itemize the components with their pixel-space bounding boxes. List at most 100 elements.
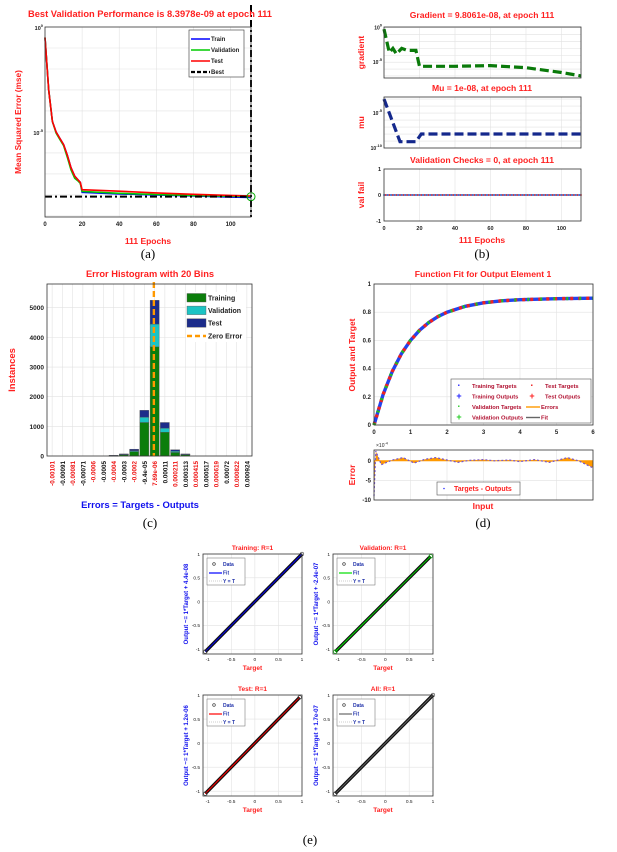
tick-label: 100: [374, 23, 383, 32]
val-fail-marker: [478, 194, 481, 196]
val-fail-marker: [549, 194, 552, 196]
error-area: [374, 451, 593, 497]
x-tick-label: 5: [555, 430, 559, 436]
val-fail-marker: [443, 194, 446, 196]
val-fail-marker: [509, 194, 511, 196]
val-fail-marker: [505, 194, 508, 196]
x-tick-label: -1: [206, 657, 211, 663]
bar-validation: [139, 416, 150, 423]
x-axis-label: Input: [473, 501, 494, 511]
legend-marker: [212, 703, 216, 707]
val-fail-marker: [441, 194, 444, 196]
val-fail-marker: [571, 194, 574, 196]
x-tick-label: 0.000822: [234, 461, 241, 488]
y-tick-label: -1: [376, 219, 381, 225]
data-point: [333, 791, 338, 796]
legend-entry: Test: [208, 321, 223, 328]
tick-base: 10: [33, 131, 39, 137]
val-fail-marker: [565, 194, 568, 196]
bar-test: [119, 453, 129, 455]
x-tick-label: -0.00091: [60, 461, 67, 486]
val-fail-marker: [413, 194, 416, 196]
regression-legend: [336, 698, 376, 727]
y-tick-label: 5000: [30, 305, 45, 312]
val-fail-marker: [393, 194, 396, 196]
val-fail-marker: [473, 194, 476, 196]
y-tick-label: 0: [197, 599, 200, 605]
y-tick-label: 0: [378, 193, 381, 199]
x-tick-label: 0: [43, 222, 47, 228]
chart-title: Function Fit for Output Element 1: [415, 269, 552, 279]
legend-swatch: [186, 305, 207, 315]
fit-line: [335, 694, 434, 794]
val-fail-marker: [551, 194, 554, 196]
y-tick-label: 0: [368, 459, 372, 465]
fit-line: [205, 757, 242, 794]
val-fail-marker: [445, 194, 448, 196]
panel-title: Mu = 1e-08, at epoch 111: [432, 83, 532, 93]
val-fail-marker: [480, 194, 483, 196]
val-fail-marker: [452, 194, 455, 196]
legend-marker: [443, 487, 445, 490]
x-tick-label: 40: [452, 226, 458, 232]
val-fail-marker: [539, 194, 542, 196]
val-fail-marker: [530, 194, 533, 196]
val-fail-marker: [388, 194, 391, 196]
bar-training: [139, 422, 150, 457]
legend-entry: Test: [211, 59, 223, 65]
val-fail-marker: [384, 194, 387, 196]
performance-legend: [188, 29, 245, 78]
val-fail-marker: [487, 194, 490, 196]
x-tick-label: 0.00011: [162, 461, 169, 484]
x-tick-label: 40: [116, 222, 123, 228]
legend-entry: Test Outputs: [545, 395, 580, 401]
tick-base: 10: [373, 60, 379, 66]
tick-base: 10: [374, 26, 380, 32]
val-fail-marker: [418, 194, 421, 196]
panel-title: Gradient = 9.8061e-08, at epoch 111: [410, 10, 555, 20]
legend-entry: Data: [223, 703, 234, 709]
legend-entry: Y = T: [353, 579, 365, 585]
legend-marker: +: [529, 391, 534, 401]
x-tick-label: 1: [301, 657, 304, 663]
x-tick-label: 0.5: [406, 799, 413, 805]
caption-c: (c): [143, 515, 157, 530]
performance-axes-frame: [44, 26, 252, 218]
chart-title: Error Histogram with 20 Bins: [86, 269, 214, 279]
legend-entry: Fit: [353, 712, 359, 718]
targets-minus-outputs-line: [373, 450, 594, 497]
x-tick-label: -0.0003: [121, 461, 128, 483]
x-axis-label: Target: [243, 807, 263, 814]
val-fail-marker: [537, 194, 540, 196]
legend-marker: +: [456, 391, 461, 401]
val-fail-marker: [429, 194, 432, 196]
tick-label: 10-5: [373, 108, 383, 117]
mu-line: [382, 98, 581, 144]
bar-test: [180, 453, 191, 455]
val-fail-marker: [493, 194, 495, 196]
val-fail-marker: [574, 194, 577, 196]
scale-base: ×10: [376, 443, 385, 449]
val-fail-marker: [484, 194, 487, 196]
val-fail-marker: [416, 194, 419, 196]
val-fail-marker: [395, 194, 398, 196]
val-fail-marker: [390, 194, 392, 196]
x-axis-label: Target: [243, 665, 263, 672]
error-scale-label: ×10-4: [376, 442, 388, 450]
data-point: [333, 649, 338, 654]
tick-exponent: 0: [41, 23, 44, 28]
val-fail-marker: [446, 194, 449, 196]
bar-test: [170, 449, 180, 452]
val-fail-marker: [491, 194, 494, 196]
legend-entry: Training Targets: [472, 384, 517, 390]
val-fail-marker: [514, 194, 517, 196]
data-point: [297, 695, 302, 700]
y-tick-label: 1: [197, 552, 200, 558]
tick-label: 10-10: [371, 143, 383, 152]
legend-entry: Y = T: [223, 720, 235, 726]
val-fail-marker: [503, 194, 506, 196]
val-fail-marker: [431, 194, 433, 196]
y-tick-label: 0.5: [323, 576, 330, 582]
y-tick-label: -1: [196, 789, 201, 795]
val-fail-marker: [461, 194, 463, 196]
